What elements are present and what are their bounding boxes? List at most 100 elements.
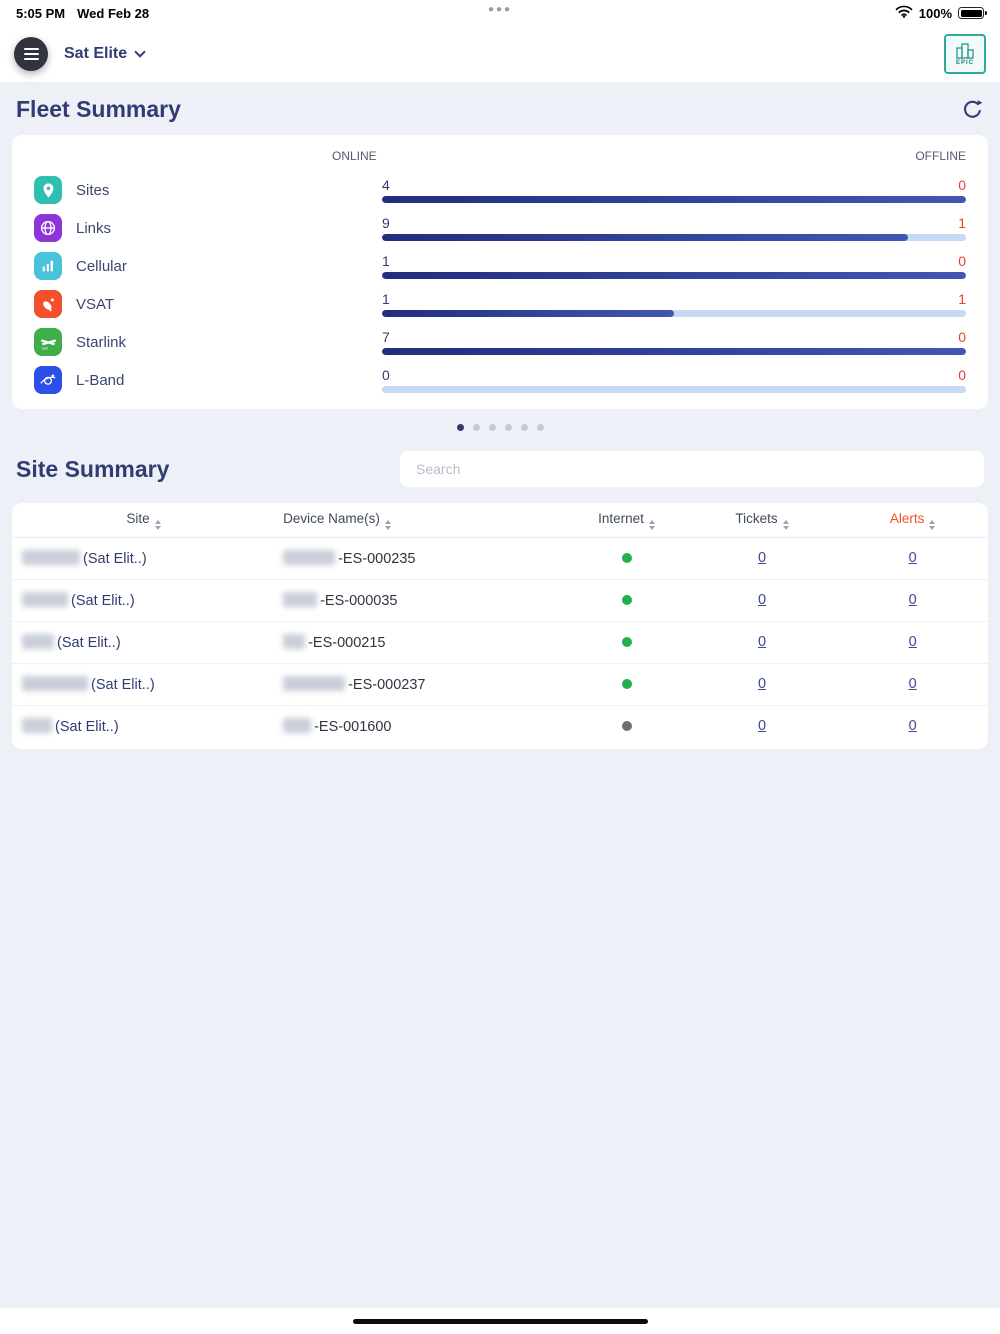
redacted-device-prefix: [283, 591, 318, 607]
fleet-row-starlink: LED Starlink 7 0: [26, 323, 966, 361]
fleet-row-label: Cellular: [76, 257, 127, 275]
status-bar-track: [382, 233, 966, 241]
sort-icon[interactable]: [929, 520, 936, 531]
site-suffix: (Sat Elit..): [71, 592, 135, 609]
cellular-signal-icon: [34, 252, 62, 280]
column-header-internet[interactable]: Internet: [566, 505, 687, 538]
site-suffix: (Sat Elit..): [57, 634, 121, 651]
online-count: 1: [382, 252, 390, 269]
globe-icon: [34, 214, 62, 242]
online-count: 9: [382, 214, 390, 231]
redacted-site-name: [22, 717, 52, 733]
table-row[interactable]: (Sat Elit..) -ES-000237 0 0: [12, 663, 988, 706]
hamburger-menu-button[interactable]: [14, 37, 48, 71]
clock-date: Wed Feb 28: [77, 5, 150, 21]
status-bar-fill: [382, 309, 674, 317]
fleet-row-vsat: VSAT 1 1: [26, 285, 966, 323]
fleet-summary-title: Fleet Summary: [16, 96, 181, 122]
l-band-satellite-icon: [34, 366, 62, 394]
org-selector[interactable]: Sat Elite: [64, 45, 146, 63]
status-bar-fill: [382, 195, 966, 203]
fleet-row-lband: L-Band 0 0: [26, 361, 966, 399]
table-header-row: Site Device Name(s) Internet Tickets Ale…: [12, 505, 988, 538]
online-count: 7: [382, 328, 390, 345]
sort-icon[interactable]: [782, 520, 789, 531]
site-suffix: (Sat Elit..): [83, 550, 147, 567]
epic-logo: EPIC: [944, 34, 986, 74]
offline-count: 0: [958, 252, 966, 269]
redacted-site-name: [22, 591, 68, 607]
fleet-row-links: Links 9 1: [26, 209, 966, 247]
pagination-dot[interactable]: [504, 424, 512, 431]
search-input[interactable]: [400, 451, 984, 487]
table-row[interactable]: (Sat Elit..) -ES-000215 0 0: [12, 621, 988, 664]
tickets-link[interactable]: 0: [758, 718, 767, 735]
internet-status-dot: [621, 721, 632, 732]
tickets-link[interactable]: 0: [758, 550, 767, 566]
redacted-site-name: [22, 633, 54, 649]
column-header-device[interactable]: Device Name(s): [275, 505, 567, 538]
refresh-icon: [963, 100, 983, 118]
starlink-icon: LED: [34, 328, 62, 356]
redacted-device-prefix: [283, 633, 306, 649]
fleet-row-label: Starlink: [76, 333, 127, 351]
online-count: 4: [382, 176, 390, 193]
alerts-link[interactable]: 0: [908, 550, 917, 566]
alerts-link[interactable]: 0: [908, 592, 917, 608]
alerts-link[interactable]: 0: [908, 634, 917, 650]
offline-count: 1: [958, 290, 966, 307]
site-summary-table-card: Site Device Name(s) Internet Tickets Ale…: [12, 503, 988, 749]
site-summary-title: Site Summary: [16, 455, 170, 482]
alerts-link[interactable]: 0: [908, 676, 917, 692]
table-row[interactable]: (Sat Elit..) -ES-000035 0 0: [12, 579, 988, 622]
device-suffix: -ES-000237: [348, 676, 426, 693]
status-bar-track: [382, 347, 966, 355]
offline-count: 0: [958, 366, 966, 383]
battery-icon: [958, 7, 987, 19]
pagination-dot[interactable]: [472, 424, 480, 431]
fleet-row-label: L-Band: [76, 371, 125, 389]
table-row[interactable]: (Sat Elit..) -ES-001600 0 0: [12, 705, 988, 747]
satellite-dish-icon: [34, 290, 62, 318]
fleet-row-label: Links: [76, 219, 112, 237]
redacted-device-prefix: [283, 549, 336, 565]
location-pin-icon: [34, 176, 62, 204]
status-bar-track: [382, 309, 966, 317]
fleet-row-label: VSAT: [76, 295, 115, 313]
offline-count: 1: [958, 214, 966, 231]
online-count: 1: [382, 290, 390, 307]
table-row[interactable]: (Sat Elit..) -ES-000235 0 0: [12, 537, 988, 580]
status-bar-track: [382, 271, 966, 279]
sort-icon[interactable]: [384, 520, 391, 531]
sort-icon[interactable]: [154, 520, 161, 531]
pagination-dot[interactable]: [488, 424, 496, 431]
pagination-dot[interactable]: [520, 424, 528, 431]
building-icon: [956, 42, 974, 59]
online-column-header: ONLINE: [332, 149, 377, 163]
column-header-tickets[interactable]: Tickets: [686, 505, 838, 538]
redacted-device-prefix: [283, 717, 312, 733]
refresh-button[interactable]: [961, 98, 984, 121]
fleet-summary-header: Fleet Summary: [0, 82, 1000, 135]
column-header-site[interactable]: Site: [12, 505, 276, 538]
fleet-row-cellular: Cellular 1 0: [26, 247, 966, 285]
offline-column-header: OFFLINE: [915, 149, 966, 163]
fleet-row-sites: Sites 4 0: [26, 171, 966, 209]
epic-logo-text: EPIC: [955, 59, 974, 66]
tickets-link[interactable]: 0: [758, 634, 767, 650]
site-suffix: (Sat Elit..): [55, 718, 119, 735]
offline-count: 0: [958, 328, 966, 345]
device-suffix: -ES-000035: [320, 592, 398, 609]
sort-icon[interactable]: [648, 520, 655, 531]
pagination-dot[interactable]: [536, 424, 544, 431]
redacted-site-name: [22, 675, 88, 691]
svg-text:LED: LED: [41, 346, 48, 350]
home-indicator[interactable]: [352, 1318, 648, 1324]
alerts-link[interactable]: 0: [908, 718, 917, 735]
redacted-device-prefix: [283, 675, 346, 691]
top-navbar: Sat Elite EPIC: [0, 26, 1000, 82]
tickets-link[interactable]: 0: [758, 592, 767, 608]
pagination-dot[interactable]: [456, 424, 464, 431]
tickets-link[interactable]: 0: [758, 676, 767, 692]
column-header-alerts[interactable]: Alerts: [837, 505, 988, 538]
